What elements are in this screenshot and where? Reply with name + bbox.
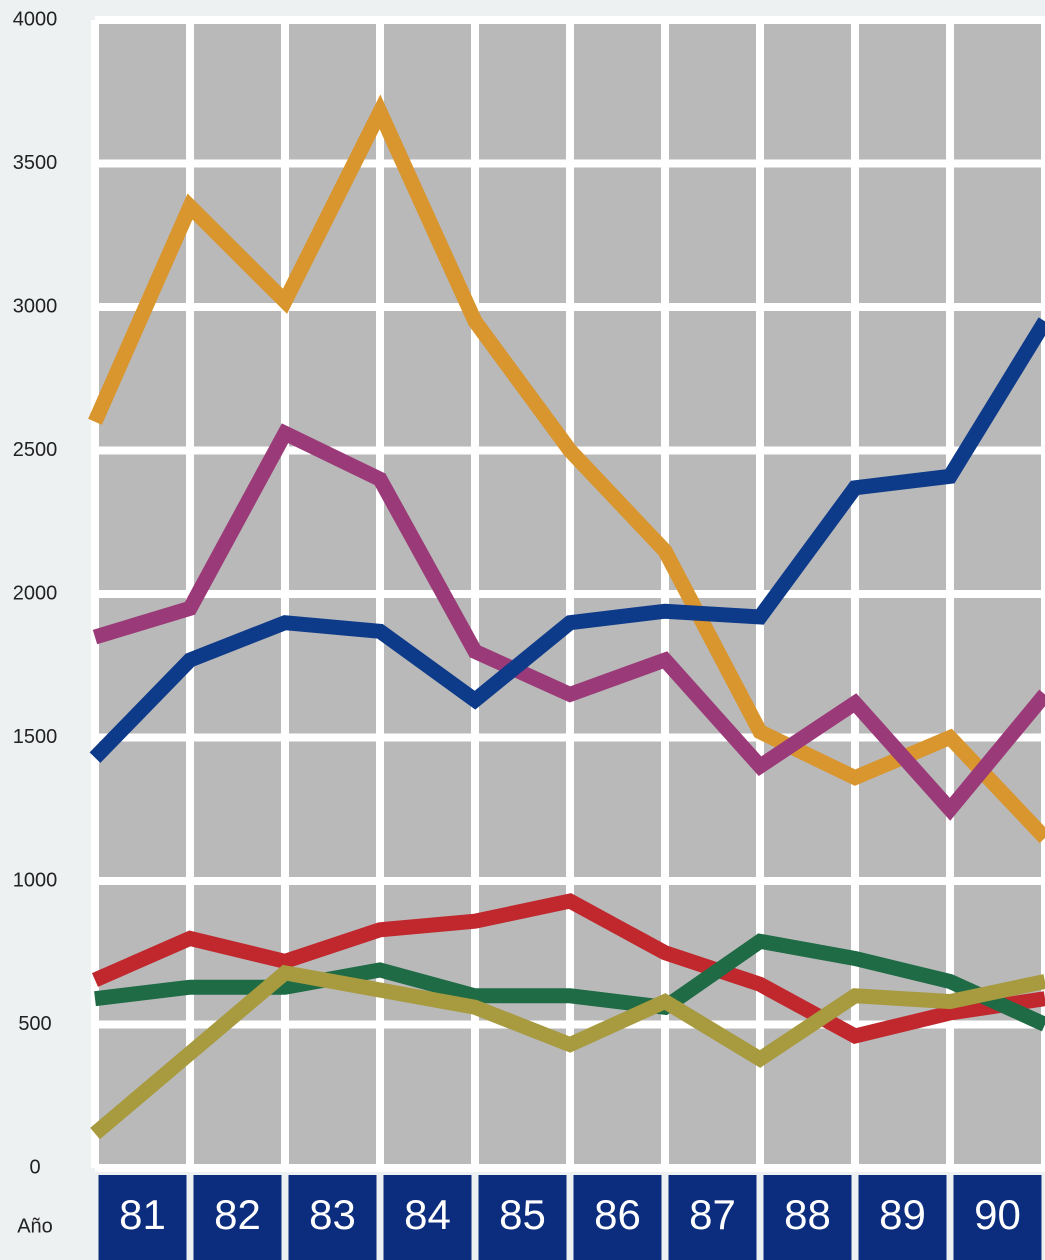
year-box — [98, 1175, 187, 1260]
x-tick-label: 88 — [784, 1191, 831, 1238]
year-box — [953, 1175, 1042, 1260]
y-tick-label: 1000 — [13, 869, 58, 891]
x-tick-label: 90 — [974, 1191, 1021, 1238]
year-box — [668, 1175, 757, 1260]
x-tick-label: 84 — [404, 1191, 451, 1238]
y-tick-label: 2500 — [13, 439, 58, 461]
x-tick-label: 85 — [499, 1191, 546, 1238]
year-box — [478, 1175, 567, 1260]
series-line — [94, 933, 1045, 1032]
series-line — [90, 964, 1045, 1140]
y-tick-label: 500 — [18, 1013, 51, 1035]
x-axis-label: Año — [17, 1215, 53, 1237]
year-box — [763, 1175, 852, 1260]
year-box — [573, 1175, 662, 1260]
year-box — [193, 1175, 282, 1260]
x-tick-label: 89 — [879, 1191, 926, 1238]
series-line — [88, 94, 1045, 844]
x-tick-label: 86 — [594, 1191, 641, 1238]
x-tick-label: 81 — [119, 1191, 166, 1238]
y-tick-label: 0 — [29, 1156, 40, 1178]
y-tick-label: 4000 — [13, 8, 58, 30]
year-box — [858, 1175, 947, 1260]
x-tick-label: 82 — [214, 1191, 261, 1238]
x-tick-label: 87 — [689, 1191, 736, 1238]
series-line — [92, 423, 1045, 821]
series-line — [91, 893, 1045, 1044]
y-tick-label: 1500 — [13, 726, 58, 748]
year-box — [383, 1175, 472, 1260]
x-tick-label: 83 — [309, 1191, 356, 1238]
series-line — [89, 317, 1045, 763]
y-tick-label: 3500 — [13, 152, 58, 174]
y-tick-label: 3000 — [13, 295, 58, 317]
y-tick-label: 2000 — [13, 582, 58, 604]
year-box — [288, 1175, 377, 1260]
